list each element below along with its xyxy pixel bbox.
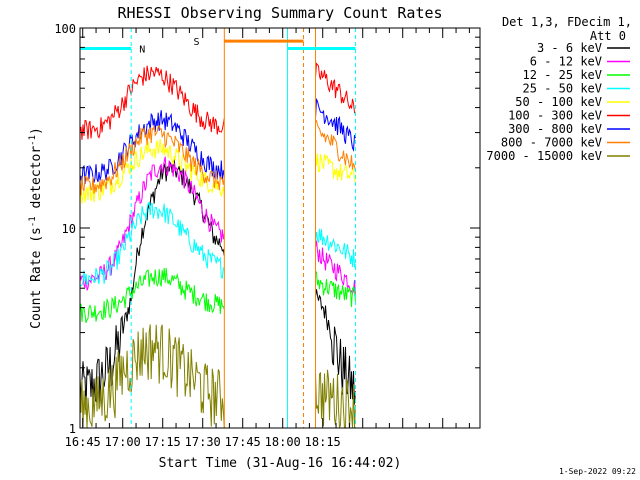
series-line-pre [79,138,225,204]
y-axis-label: Count Rate (s-1 detector-1) [28,127,44,329]
series-line-post [315,228,356,268]
series-line-pre [79,267,225,323]
y-axis-label-close: ) [29,127,44,135]
series-300-800-kev [79,97,356,184]
y-tick-label: 10 [62,222,76,236]
series-3-6-kev [79,159,356,410]
series-12-25-kev [79,267,356,323]
series-line-pre [79,159,225,410]
legend-entry-label: 800 - 7000 keV [501,136,602,150]
x-tick-label: 18:00 [265,435,301,449]
series-line-post [315,270,356,308]
legend-entry-label: 25 - 50 keV [523,82,602,96]
x-tick-label: 18:15 [305,435,341,449]
series-800-7000-kev [79,119,356,196]
series-line-pre [79,156,225,291]
series-50-100-kev [79,138,356,204]
x-axis: 16:45 17:00 17:15 17:30 17:45 18:00 18:15 [65,28,470,449]
y-tick-label: 100 [54,22,76,36]
legend-entry-label: 300 - 800 keV [508,122,602,136]
x-tick-label: 17:15 [145,435,181,449]
y-axis-label-sup-2: -1 [28,135,38,146]
series-line-post [315,289,356,405]
series-line-post [315,240,356,297]
legend-entry-label: 7000 - 15000 keV [486,149,602,163]
series-100-300-kev [79,62,356,140]
flag-label-0: N [139,44,145,55]
overlay-layer: NS [80,28,357,428]
y-axis: 1 10 100 [54,22,480,436]
series-line-pre [79,324,225,429]
y-tick-label: 1 [69,422,76,436]
legend-header-line-2: Att 0 [590,29,626,43]
series-line-pre [79,201,225,287]
legend-entry-label: 3 - 6 keV [537,41,602,55]
series-line-pre [79,65,225,140]
x-tick-label: 17:30 [185,435,221,449]
legend-entry-label: 6 - 12 keV [530,55,602,69]
footer-timestamp: 1-Sep-2022 09:22 [559,467,636,476]
x-tick-label: 17:00 [105,435,141,449]
series-line-post [315,119,356,172]
series-line-post [315,369,356,429]
x-tick-label: 17:45 [225,435,261,449]
x-axis-label: Start Time (31-Aug-16 16:44:02) [159,456,402,471]
y-axis-label-sup-1: -1 [28,216,38,227]
series-25-50-kev [79,201,356,287]
series-line-post [315,151,356,184]
series-7000-15000-kev [79,324,356,429]
flag-label-1: S [194,37,200,48]
legend-entry-label: 12 - 25 keV [523,68,602,82]
series-layer [79,62,356,429]
chart-title: RHESSI Observing Summary Count Rates [117,4,442,22]
series-line-post [315,62,356,114]
legend-header-line-1: Det 1,3, FDecim 1, [502,15,632,29]
y-axis-label-main: Count Rate (s [29,227,44,329]
series-6-12-kev [79,156,356,297]
legend-entry-label: 100 - 300 keV [508,109,602,123]
x-tick-label: 16:45 [65,435,101,449]
y-axis-label-mid: detector [29,146,44,217]
series-line-pre [79,124,225,196]
series-line-post [315,97,356,152]
legend-entry-label: 50 - 100 keV [515,95,602,109]
series-line-pre [79,110,225,184]
